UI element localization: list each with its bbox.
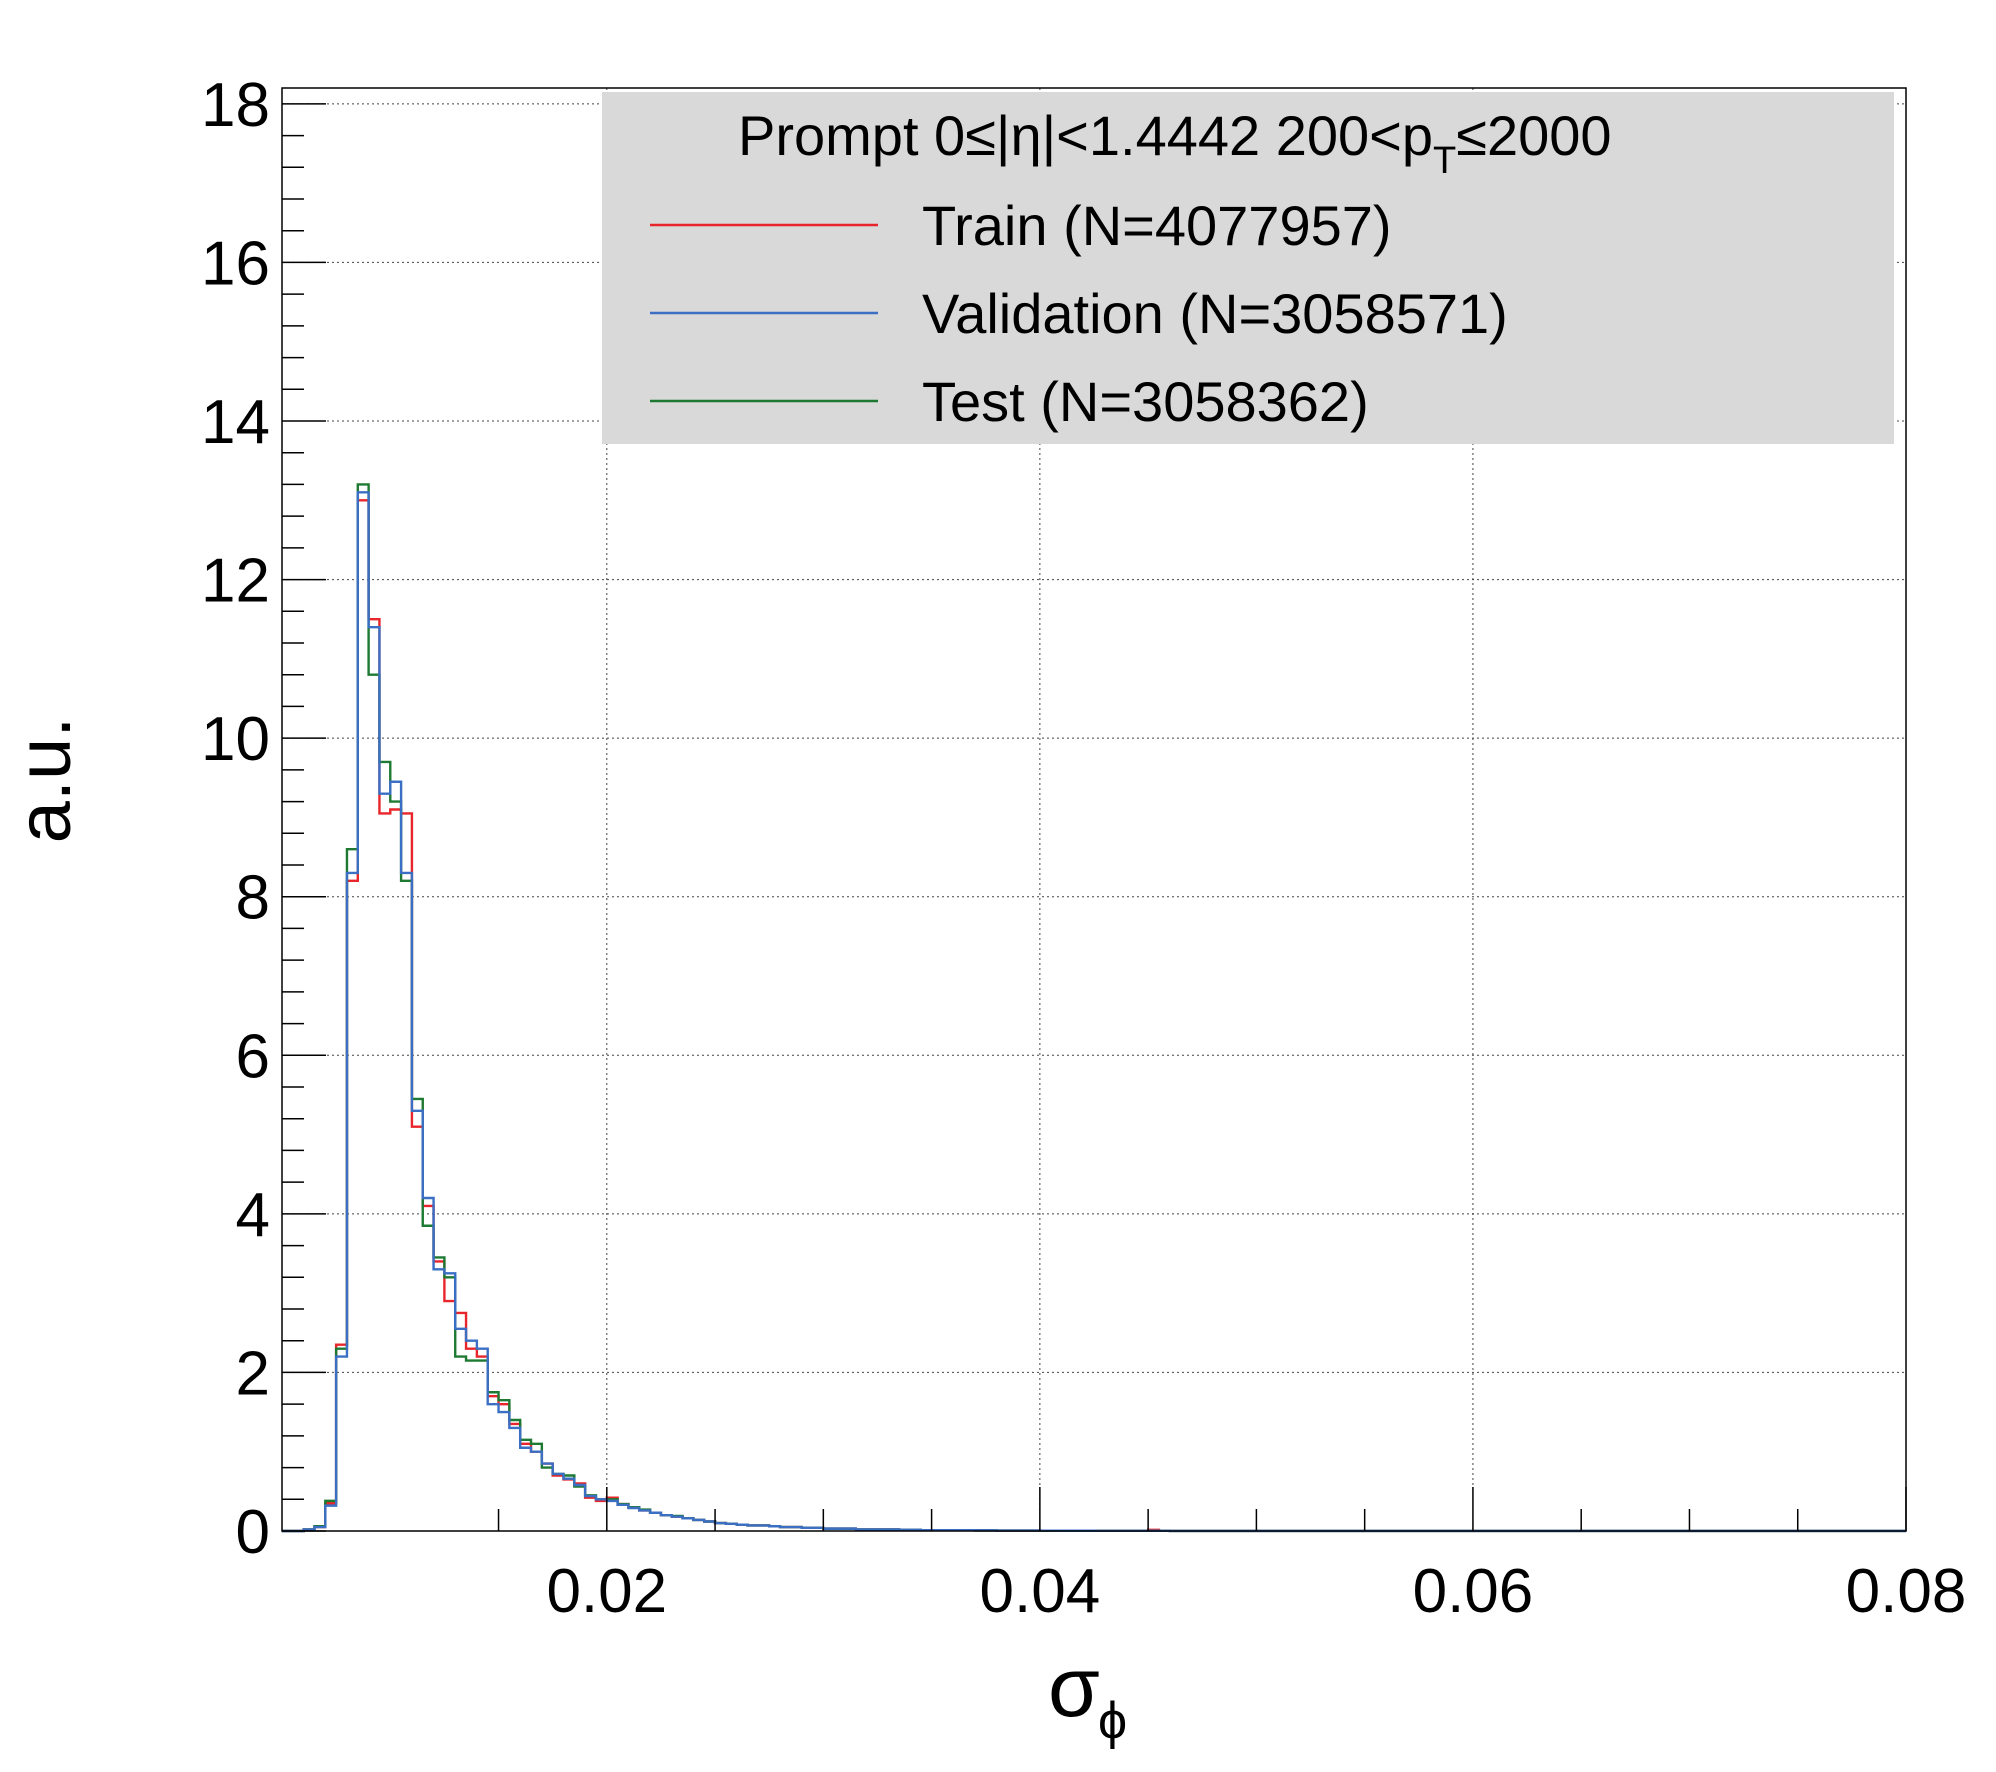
y-tick-label-4: 8: [236, 864, 270, 933]
x-tick-label-2: 0.06: [1413, 1557, 1534, 1626]
y-tick-label-8: 16: [201, 229, 270, 298]
legend-label-2: Test (N=3058362): [922, 370, 1369, 433]
y-tick-label-1: 2: [236, 1339, 270, 1408]
legend-header-prefix: Prompt 0≤|η|<1.4442 200<p: [738, 104, 1433, 167]
y-tick-label-0: 0: [236, 1498, 270, 1567]
x-tick-label-1: 0.04: [980, 1557, 1101, 1626]
y-tick-label-6: 12: [201, 547, 270, 616]
tick-labels: 0.02 0.04 0.06 0.08 0 2 4 6 8 10 12 14 16 18: [201, 71, 1966, 1626]
legend-label-1: Validation (N=3058571): [922, 282, 1508, 345]
x-axis-label-subscript: ϕ: [1098, 1692, 1127, 1750]
y-tick-label-2: 4: [236, 1181, 270, 1250]
y-axis-label: a.u.: [2, 717, 87, 844]
x-tick-label-0: 0.02: [546, 1557, 667, 1626]
legend-box: [602, 92, 1894, 444]
plot-frame: [281, 87, 1907, 1532]
axis-ticks: [282, 103, 1907, 1532]
legend-header-suffix: ≤2000: [1456, 104, 1611, 167]
x-tick-label-3: 0.08: [1846, 1557, 1967, 1626]
legend-label-0: Train (N=4077957): [922, 194, 1392, 257]
legend: Prompt 0≤|η|<1.4442 200<pT≤2000 Train (N…: [602, 92, 1894, 444]
legend-header: Prompt 0≤|η|<1.4442 200<pT≤2000: [738, 104, 1612, 182]
y-tick-label-5: 10: [201, 705, 270, 774]
legend-entries: Train (N=4077957) Validation (N=3058571) T…: [650, 194, 1508, 433]
y-tick-label-9: 18: [201, 71, 270, 140]
y-tick-label-3: 6: [236, 1022, 270, 1091]
x-axis-label-main: σ: [1048, 1640, 1100, 1734]
legend-header-subscript: T: [1433, 140, 1456, 182]
y-tick-label-7: 14: [201, 388, 270, 457]
x-axis-label: σ ϕ: [1048, 1640, 1127, 1750]
